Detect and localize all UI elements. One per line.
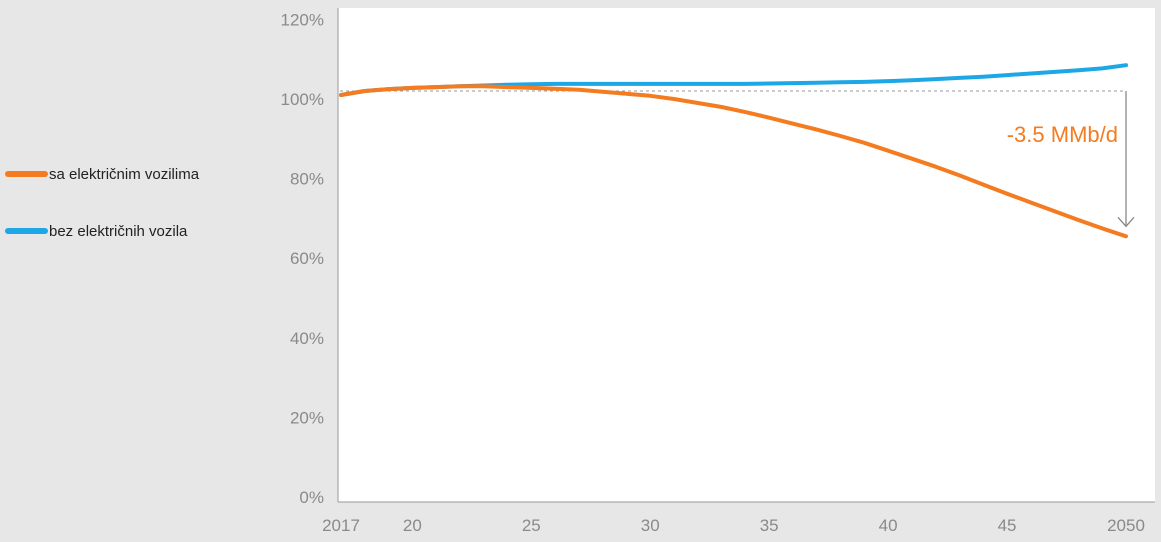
x-tick-labels: 2017 20 25 30 35 40 45 2050: [322, 516, 1145, 535]
plot-background: [338, 8, 1155, 502]
y-tick-labels: 0% 20% 40% 60% 80% 100% 120%: [281, 10, 324, 507]
annotation-arrowhead: [1117, 216, 1135, 228]
y-tick-label: 120%: [281, 10, 324, 29]
x-tick-label: 2017: [322, 516, 360, 535]
y-tick-label: 80%: [290, 170, 324, 189]
series-line-sa-elektricnim: [339, 84, 1128, 239]
series-lines: [339, 63, 1128, 239]
y-tick-label: 100%: [281, 90, 324, 109]
x-tick-label: 20: [403, 516, 422, 535]
legend-label-bez-elektricnih: bez električnih vozila: [49, 223, 188, 240]
annotation: -3.5 MMb/d: [1007, 91, 1135, 228]
x-tick-label: 30: [641, 516, 660, 535]
y-tick-label: 40%: [290, 329, 324, 348]
legend: sa električnim vozilima bez električnih …: [5, 166, 200, 240]
x-tick-label: 40: [879, 516, 898, 535]
y-tick-label: 0%: [299, 488, 324, 507]
y-tick-label: 20%: [290, 408, 324, 427]
x-tick-label: 45: [998, 516, 1017, 535]
x-tick-label: 25: [522, 516, 541, 535]
x-tick-label: 35: [760, 516, 779, 535]
y-tick-label: 60%: [290, 249, 324, 268]
annotation-label: -3.5 MMb/d: [1007, 122, 1118, 147]
x-tick-label: 2050: [1107, 516, 1145, 535]
legend-label-sa-elektricnim: sa električnim vozilima: [49, 166, 200, 183]
